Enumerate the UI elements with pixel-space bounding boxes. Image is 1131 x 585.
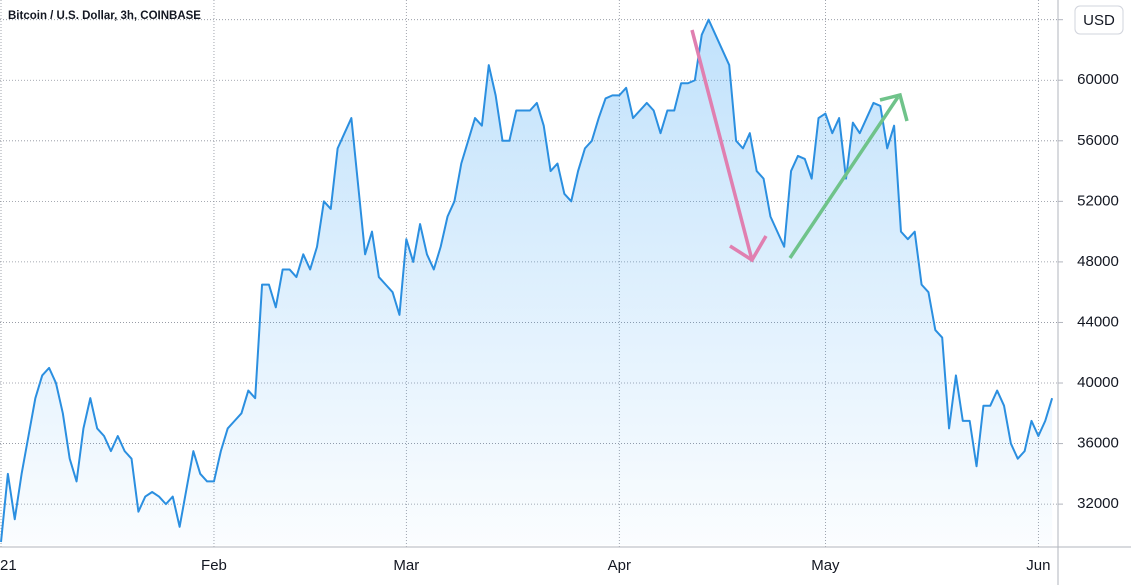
plot [0,18,1054,546]
y-tick-label: 40000 [1077,374,1119,391]
x-tick-label: Jun [1026,557,1050,574]
chart-title: Bitcoin / U.S. Dollar, 3h, COINBASE [8,10,201,22]
up-arrow [788,96,900,259]
x-tick-label: Apr [608,557,631,574]
down-arrow [690,29,754,261]
x-tick-label: Mar [393,557,419,574]
y-tick-label: 32000 [1077,495,1119,512]
y-tick-label: 52000 [1077,192,1119,209]
x-tick-label: 21 [0,557,17,574]
axis-labels: 32000 36000 40000 44000 48000 52000 56000 60000… [0,11,1119,574]
x-tick-label: May [811,557,840,574]
x-tick-label: Feb [201,557,227,574]
currency-box [1074,5,1124,35]
up-arrow-head [879,92,909,122]
currency-label: USD [1083,12,1115,29]
y-tick-label: 60000 [1077,71,1119,88]
down-arrow-head [729,235,768,263]
price-line [0,18,1054,543]
y-tick-label: 36000 [1077,435,1119,452]
y-tick-label: 48000 [1077,253,1119,270]
y-tick-label: 44000 [1077,313,1119,330]
y-tick-label: 56000 [1077,132,1119,149]
price-area [1,19,1053,546]
